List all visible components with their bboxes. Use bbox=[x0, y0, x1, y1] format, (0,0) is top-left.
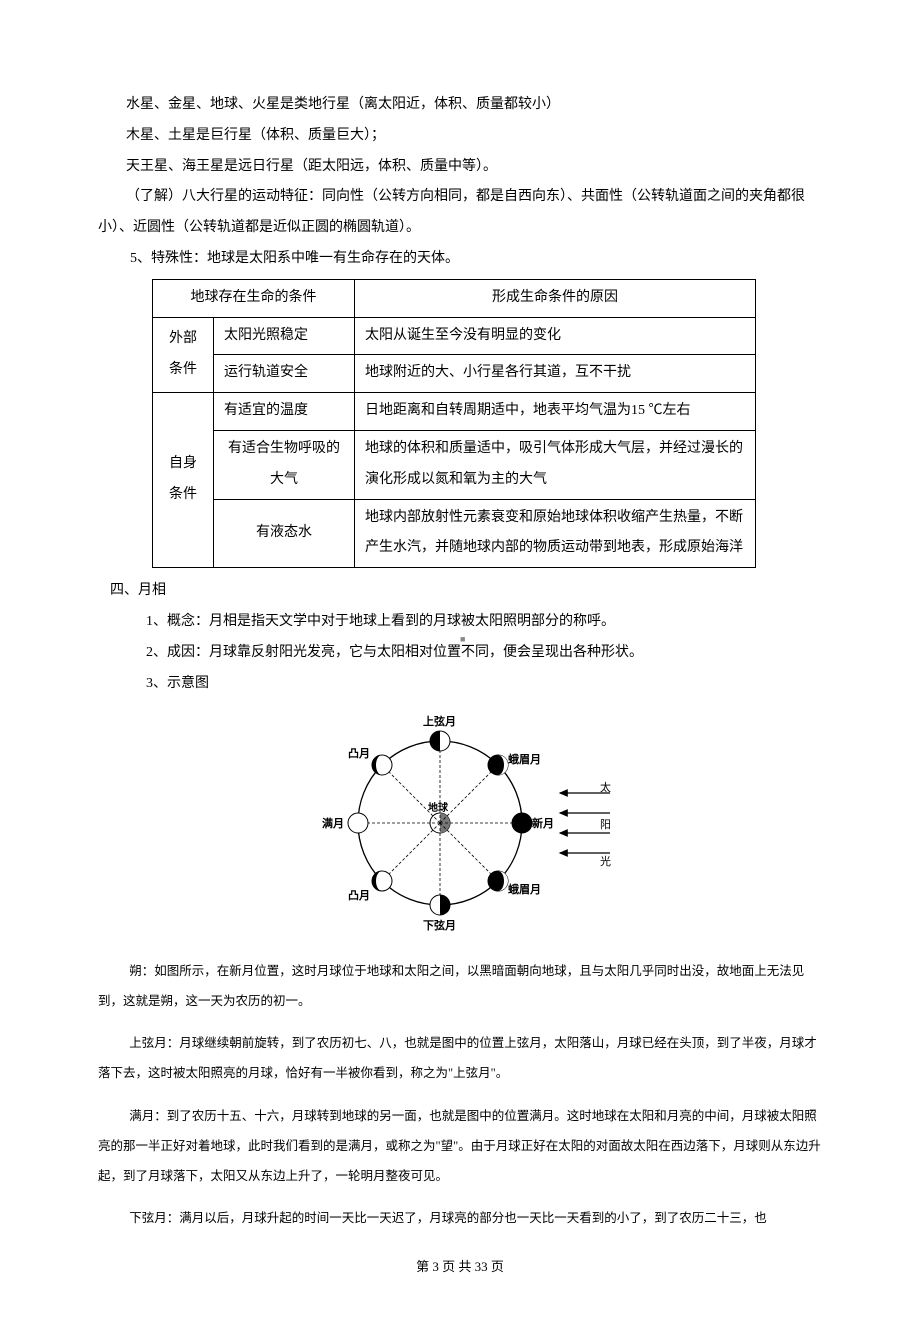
table-cell: 有适宜的温度 bbox=[214, 393, 355, 431]
table-row: 自身条件 有适宜的温度 日地距离和自转周期适中，地表平均气温为15 ℃左右 bbox=[153, 393, 756, 431]
document-page: 水星、金星、地球、火星是类地行星（离太阳近，体积、质量都较小） 木星、土星是巨行… bbox=[0, 0, 920, 1322]
diagram-label: 太 bbox=[600, 781, 611, 794]
diagram-label: 蛾眉月 bbox=[508, 752, 541, 766]
table-cell: 地球内部放射性元素衰变和原始地球体积收缩产生热量，不断产生水汽，并随地球内部的物… bbox=[355, 499, 756, 568]
paragraph: 水星、金星、地球、火星是类地行星（离太阳近，体积、质量都较小） bbox=[98, 90, 822, 121]
diagram-label: 蛾眉月 bbox=[508, 882, 541, 896]
page-marker-icon: ■ bbox=[460, 630, 465, 650]
table-cell: 运行轨道安全 bbox=[214, 355, 355, 393]
table-cell: 地球的体积和质量适中，吸引气体形成大气层，并经过漫长的演化形成以氮和氧为主的大气 bbox=[355, 430, 756, 499]
table-row: 运行轨道安全 地球附近的大、小行星各行其道，互不干扰 bbox=[153, 355, 756, 393]
list-item: 2、成因：月球靠反射阳光发亮，它与太阳相对位置不同，便会呈现出各种形状。 bbox=[146, 638, 822, 669]
table-row: 有适合生物呼吸的大气 地球的体积和质量适中，吸引气体形成大气层，并经过漫长的演化… bbox=[153, 430, 756, 499]
diagram-label: 地球 bbox=[428, 801, 449, 814]
table-row: 地球存在生命的条件 形成生命条件的原因 bbox=[153, 279, 756, 317]
diagram-label: 凸月 bbox=[348, 889, 370, 902]
diagram-label: 满月 bbox=[322, 816, 344, 830]
section-heading: 四、月相 bbox=[110, 576, 822, 607]
diagram-label: 下弦月 bbox=[423, 918, 456, 932]
table-row: 外部条件 太阳光照稳定 太阳从诞生至今没有明显的变化 bbox=[153, 317, 756, 355]
table-cell: 太阳光照稳定 bbox=[214, 317, 355, 355]
paragraph: 5、特殊性：地球是太阳系中唯一有生命存在的天体。 bbox=[130, 244, 822, 275]
explanation-paragraph: 朔：如图所示，在新月位置，这时月球位于地球和太阳之间，以黑暗面朝向地球，且与太阳… bbox=[98, 956, 822, 1016]
paragraph: 天王星、海王星是远日行星（距太阳远，体积、质量中等）。 bbox=[98, 152, 822, 183]
paragraph: 木星、土星是巨行星（体积、质量巨大）； bbox=[98, 121, 822, 152]
table-category: 外部条件 bbox=[153, 317, 214, 393]
table-category: 自身条件 bbox=[153, 393, 214, 568]
table-header-right: 形成生命条件的原因 bbox=[355, 279, 756, 317]
diagram-label: 阳 bbox=[600, 818, 611, 831]
moon-phase-svg: 太 阳 光 地球 新月 bbox=[300, 703, 620, 943]
explanation-paragraph: 上弦月：月球继续朝前旋转，到了农历初七、八，也就是图中的位置上弦月，太阳落山，月… bbox=[98, 1028, 822, 1088]
table-cell: 地球附近的大、小行星各行其道，互不干扰 bbox=[355, 355, 756, 393]
diagram-label: 新月 bbox=[532, 816, 554, 830]
diagram-label: 上弦月 bbox=[423, 714, 456, 728]
explanation-paragraph: 下弦月：满月以后，月球升起的时间一天比一天迟了，月球亮的部分也一天比一天看到的小… bbox=[98, 1203, 822, 1233]
paragraph: （了解）八大行星的运动特征：同向性（公转方向相同，都是自西向东）、共面性（公转轨… bbox=[98, 182, 822, 244]
table-cell: 太阳从诞生至今没有明显的变化 bbox=[355, 317, 756, 355]
table-cell: 有液态水 bbox=[214, 499, 355, 568]
list-item: 1、概念：月相是指天文学中对于地球上看到的月球被太阳照明部分的称呼。 bbox=[146, 607, 822, 638]
diagram-label: 凸月 bbox=[348, 747, 370, 760]
list-item: 3、示意图 bbox=[146, 669, 822, 700]
table-cell: 日地距离和自转周期适中，地表平均气温为15 ℃左右 bbox=[355, 393, 756, 431]
conditions-table: 地球存在生命的条件 形成生命条件的原因 外部条件 太阳光照稳定 太阳从诞生至今没… bbox=[152, 279, 756, 568]
diagram-label: 光 bbox=[600, 854, 611, 868]
explanation-paragraph: 满月：到了农历十五、十六，月球转到地球的另一面，也就是图中的位置满月。这时地球在… bbox=[98, 1101, 822, 1191]
table-row: 有液态水 地球内部放射性元素衰变和原始地球体积收缩产生热量，不断产生水汽，并随地… bbox=[153, 499, 756, 568]
table-header-left: 地球存在生命的条件 bbox=[153, 279, 355, 317]
page-footer: 第 3 页 共 33 页 bbox=[98, 1253, 822, 1282]
moon-phase-diagram: 太 阳 光 地球 新月 bbox=[98, 703, 822, 943]
table-cell: 有适合生物呼吸的大气 bbox=[214, 430, 355, 499]
